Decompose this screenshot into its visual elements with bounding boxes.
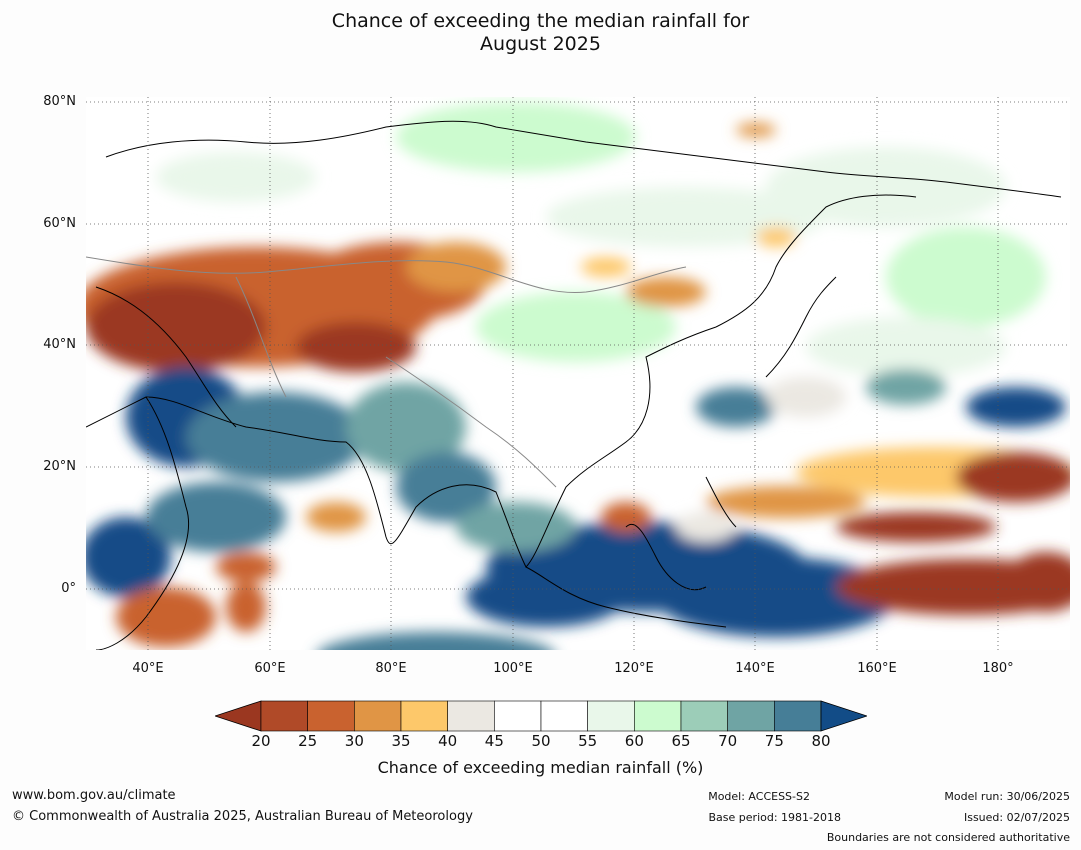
colorbar-swatch: [447, 700, 495, 732]
lat-label-40n: 40°N: [43, 337, 76, 352]
title-line-1: Chance of exceeding the median rainfall …: [331, 10, 750, 32]
colorbar-tick-label: 65: [671, 732, 691, 750]
colorbar-tick-label: 30: [344, 732, 364, 750]
rainfall-shading: [76, 102, 1081, 682]
colorbar-swatch: [494, 700, 542, 732]
title-line-2: August 2025: [480, 33, 601, 55]
colorbar-tick-label: 75: [764, 732, 784, 750]
colorbar-tick-label: 35: [391, 732, 411, 750]
lon-label-160e: 160°E: [857, 661, 897, 676]
lon-label-60e: 60°E: [254, 661, 286, 676]
colorbar-swatch: [634, 700, 682, 732]
colorbar-swatch: [307, 700, 355, 732]
colorbar-tick-label: 70: [718, 732, 738, 750]
colorbar-swatch: [727, 700, 775, 732]
colorbar-swatch: [680, 700, 728, 732]
lon-label-180: 180°: [982, 661, 1014, 676]
footer-model-run: Model run: 30/06/2025: [944, 790, 1070, 803]
colorbar: [215, 700, 867, 732]
colorbar-tick-label: 60: [624, 732, 644, 750]
colorbar-extend-low: [215, 700, 262, 732]
footer-copyright: © Commonwealth of Australia 2025, Austra…: [12, 809, 473, 824]
footer-disclaimer: Boundaries are not considered authoritat…: [826, 831, 1070, 844]
colorbar-label: Chance of exceeding median rainfall (%): [377, 758, 704, 777]
colorbar-tick-label: 50: [531, 732, 551, 750]
lon-label-140e: 140°E: [735, 661, 775, 676]
colorbar-swatch: [774, 700, 822, 732]
lat-label-20n: 20°N: [43, 459, 76, 474]
colorbar-tick-label: 80: [811, 732, 831, 750]
lon-label-40e: 40°E: [132, 661, 164, 676]
country-borders: [85, 256, 687, 488]
rainfall-map: [76, 97, 1081, 682]
footer-issued: Issued: 02/07/2025: [963, 811, 1070, 824]
lon-label-80e: 80°E: [375, 661, 407, 676]
colorbar-tick-label: 55: [578, 732, 598, 750]
chart-title: Chance of exceeding the median rainfall …: [0, 10, 1081, 56]
coastlines: [85, 120, 1062, 651]
footer-model: Model: ACCESS-S2: [708, 790, 810, 803]
colorbar-swatch: [354, 700, 402, 732]
colorbar-swatch: [587, 700, 635, 732]
lat-label-60n: 60°N: [43, 216, 76, 231]
colorbar-extend-high: [820, 700, 867, 732]
graticule: [86, 97, 1070, 650]
footer-base-period: Base period: 1981-2018: [708, 811, 841, 824]
lat-label-80n: 80°N: [43, 94, 76, 109]
map-svg: [76, 97, 1081, 682]
colorbar-tick-label: 40: [438, 732, 458, 750]
footer-website: www.bom.gov.au/climate: [12, 788, 176, 803]
colorbar-swatch: [400, 700, 448, 732]
colorbar-tick-label: 45: [484, 732, 504, 750]
lon-label-100e: 100°E: [493, 661, 533, 676]
lat-label-0: 0°: [61, 581, 76, 596]
colorbar-tick-label: 25: [298, 732, 318, 750]
lon-label-120e: 120°E: [614, 661, 654, 676]
colorbar-tick-label: 20: [251, 732, 271, 750]
colorbar-swatch: [260, 700, 308, 732]
colorbar-swatch: [540, 700, 588, 732]
